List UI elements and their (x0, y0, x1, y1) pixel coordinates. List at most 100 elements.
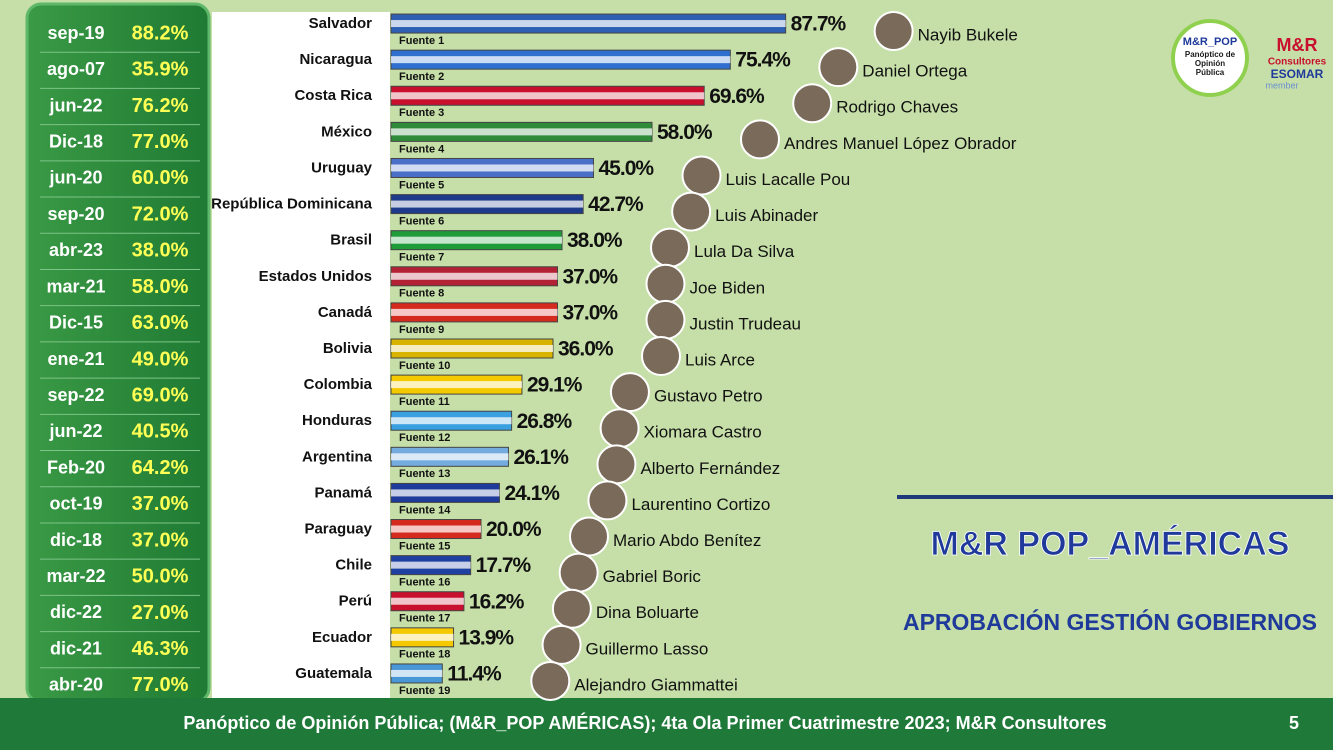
source-label: Fuente 5 (399, 179, 444, 191)
esomar: ESOMAR (1271, 67, 1324, 81)
value-label: 16.2% (469, 590, 525, 613)
bar-stripe (391, 453, 509, 461)
history-date: mar-21 (46, 276, 105, 296)
footer-bar (0, 698, 1333, 750)
history-date: jun-22 (48, 421, 102, 441)
history-value: 63.0% (132, 312, 189, 334)
source-label: Fuente 13 (399, 468, 450, 480)
leader-name: Daniel Ortega (862, 62, 967, 81)
leader-avatar (671, 191, 712, 232)
value-label: 75.4% (735, 49, 791, 72)
history-date: jun-20 (48, 168, 102, 188)
history-value: 40.5% (132, 421, 189, 443)
bar-stripe (391, 308, 558, 316)
bar-stripe (391, 381, 522, 389)
source-label: Fuente 15 (399, 540, 450, 552)
leader-avatar (818, 47, 859, 88)
history-date: abr-20 (49, 675, 103, 695)
source-label: Fuente 17 (399, 613, 450, 625)
leader-avatar (587, 480, 628, 521)
source-label: Fuente 12 (399, 432, 450, 444)
source-label: Fuente 4 (399, 143, 445, 155)
value-label: 24.1% (504, 482, 560, 505)
country-label: Paraguay (304, 520, 372, 537)
leader-name: Laurentino Cortizo (631, 495, 770, 514)
leader-name: Luis Abinader (715, 206, 818, 225)
leader-avatar (569, 516, 609, 557)
history-date: sep-20 (47, 204, 104, 224)
country-label: Salvador (309, 15, 373, 32)
chart-subtitle: APROBACIÓN GESTIÓN GOBIERNOS (903, 608, 1317, 635)
value-label: 26.8% (517, 410, 573, 433)
history-date: mar-22 (46, 566, 105, 586)
country-label: Guatemala (295, 665, 372, 682)
bar-stripe (391, 525, 481, 533)
bar-stripe (391, 561, 471, 569)
value-label: 45.0% (599, 157, 655, 180)
history-value: 50.0% (132, 566, 189, 588)
value-label: 11.4% (447, 662, 502, 685)
source-label: Fuente 6 (399, 215, 444, 227)
history-date: Feb-20 (47, 457, 105, 477)
country-label: Chile (335, 557, 372, 574)
member: member (1265, 80, 1298, 90)
bar-stripe (391, 345, 553, 352)
page-number: 5 (1289, 713, 1299, 733)
leader-name: Gabriel Boric (603, 567, 702, 586)
leader-name: Andres Manuel López Obrador (784, 134, 1017, 153)
leader-name: Rodrigo Chaves (836, 98, 958, 117)
country-label: Nicaragua (299, 51, 372, 68)
history-date: sep-22 (47, 385, 104, 405)
bar-stripe (391, 489, 500, 497)
history-value: 35.9% (132, 59, 189, 81)
leader-avatar (551, 588, 592, 629)
bar-stripe (391, 56, 731, 64)
leader-name: Gustavo Petro (654, 387, 763, 406)
history-date: jun-22 (48, 95, 102, 115)
bar-stripe (391, 669, 443, 677)
country-label: Colombia (304, 376, 373, 393)
bar-stripe (391, 92, 705, 100)
leader-avatar (599, 408, 640, 449)
value-label: 20.0% (486, 518, 542, 541)
bar-stripe (391, 597, 464, 605)
history-date: oct-19 (49, 494, 102, 514)
mr-logo-name: M&R (1277, 35, 1318, 55)
source-label: Fuente 18 (399, 649, 450, 661)
leader-name: Dina Boluarte (596, 603, 699, 622)
bar-stripe (391, 20, 786, 28)
value-label: 38.0% (567, 229, 623, 252)
history-date: dic-21 (50, 638, 102, 658)
leader-name: Mario Abdo Benítez (613, 531, 761, 550)
source-label: Fuente 19 (399, 685, 450, 697)
leader-name: Luis Arce (685, 350, 755, 369)
value-label: 58.0% (657, 121, 713, 144)
leader-avatar (558, 552, 599, 593)
pop-logo-name: M&R_POP (1183, 36, 1237, 48)
leader-avatar (541, 624, 582, 665)
leader-avatar (792, 83, 833, 124)
value-label: 29.1% (527, 374, 583, 397)
country-label: Ecuador (312, 629, 372, 646)
history-value: 76.2% (132, 95, 189, 117)
history-value: 46.3% (132, 638, 189, 660)
leader-avatar (596, 444, 637, 485)
mr-logo-sub: Consultores (1268, 57, 1327, 68)
leader-name: Joe Biden (690, 278, 766, 297)
history-date: sep-19 (47, 23, 104, 43)
leader-avatar (641, 336, 681, 376)
source-label: Fuente 1 (399, 35, 444, 47)
leader-avatar (681, 155, 722, 196)
country-label: Argentina (302, 448, 373, 465)
country-label: Perú (339, 593, 372, 610)
footer-text: Panóptico de Opinión Pública; (M&R_POP A… (183, 712, 1106, 733)
label-panel (212, 12, 390, 698)
value-label: 42.7% (588, 193, 644, 216)
history-value: 58.0% (132, 276, 189, 298)
value-label: 87.7% (791, 13, 847, 36)
country-label: Brasil (330, 232, 372, 249)
bar-stripe (391, 633, 454, 641)
history-value: 60.0% (132, 167, 189, 189)
value-label: 26.1% (513, 446, 569, 469)
